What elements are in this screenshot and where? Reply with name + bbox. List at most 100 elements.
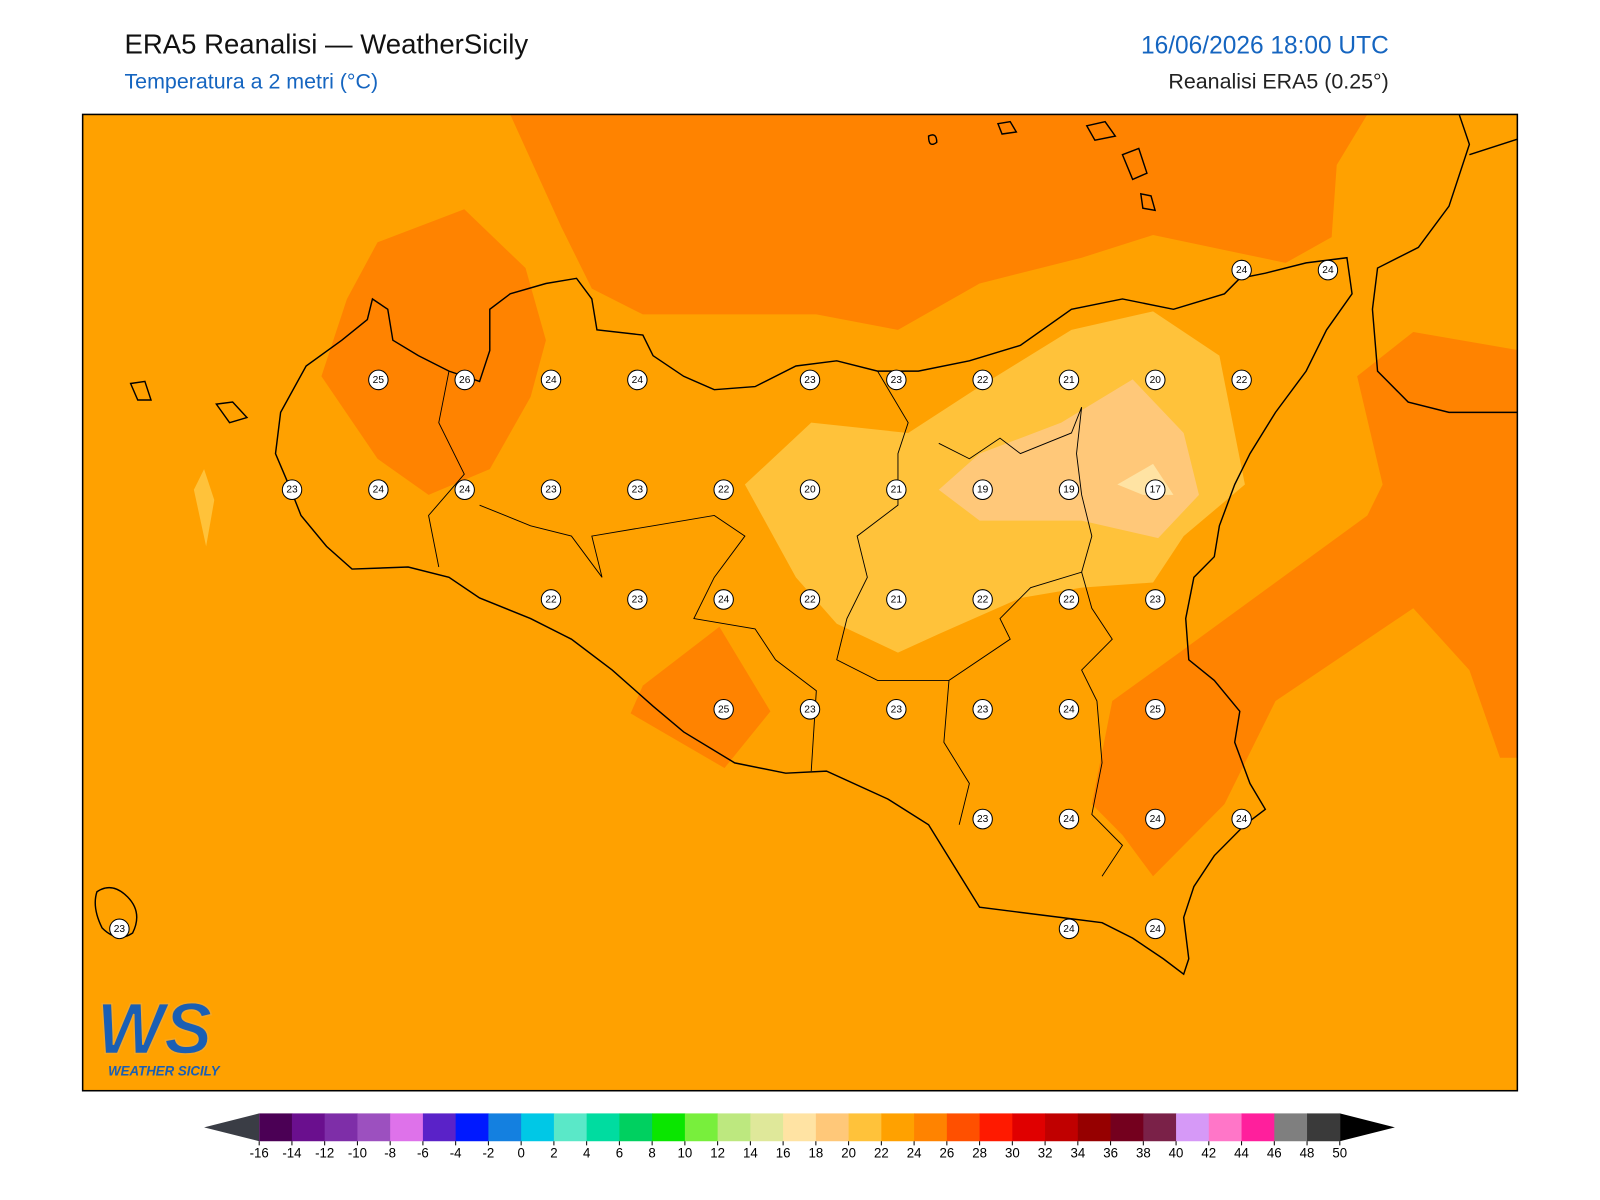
station-value: 23 xyxy=(977,814,989,825)
station-marker xyxy=(1058,589,1080,610)
station-marker xyxy=(713,698,734,720)
station-marker xyxy=(713,589,734,610)
colorbar-tick-label: 50 xyxy=(1332,1146,1347,1161)
colorbar-bin xyxy=(324,1113,358,1142)
station-marker xyxy=(627,479,648,500)
colorbar-bin xyxy=(619,1113,653,1142)
colorbar-bin xyxy=(914,1113,948,1142)
station-value: 21 xyxy=(891,485,903,496)
colorbar-bin xyxy=(1143,1113,1177,1142)
colorbar-tick-label: 18 xyxy=(808,1146,823,1161)
station-value: 24 xyxy=(1236,265,1248,276)
station-marker xyxy=(1145,479,1166,500)
station-marker xyxy=(799,698,821,720)
station-value: 26 xyxy=(459,375,471,386)
station-value: 24 xyxy=(1236,814,1248,825)
station-value: 21 xyxy=(1063,375,1075,386)
colorbar-bin xyxy=(1012,1113,1046,1142)
datetime: 16/06/2026 18:00 UTC xyxy=(1141,33,1389,60)
colorbar-bin xyxy=(783,1113,817,1142)
station-value: 24 xyxy=(1322,265,1334,276)
source: Reanalisi ERA5 (0.25°) xyxy=(1168,70,1388,94)
colorbar-tick-label: 12 xyxy=(710,1146,725,1161)
station-value: 20 xyxy=(1150,375,1162,386)
station-value: 23 xyxy=(1150,594,1162,605)
colorbar-tick-label: 44 xyxy=(1234,1146,1249,1161)
station-marker xyxy=(1231,369,1252,391)
colorbar-bin xyxy=(1208,1113,1243,1142)
colorbar-tick-label: 2 xyxy=(550,1146,557,1161)
station-value: 17 xyxy=(1150,485,1162,496)
station-marker xyxy=(1317,259,1339,281)
station-marker xyxy=(972,479,993,500)
colorbar-tick-label: 30 xyxy=(1005,1146,1020,1161)
station-marker xyxy=(972,369,993,391)
station-value: 24 xyxy=(459,485,471,496)
colorbar-bin xyxy=(946,1113,981,1142)
station-marker xyxy=(713,479,734,500)
colorbar-bin xyxy=(652,1113,686,1142)
temperature-field xyxy=(82,114,1518,1091)
colorbar-tick-label: -14 xyxy=(282,1146,302,1161)
station-value: 25 xyxy=(718,704,730,715)
station-marker xyxy=(1145,918,1166,940)
station-value: 23 xyxy=(891,704,903,715)
colorbar-bin xyxy=(521,1113,555,1142)
station-value: 23 xyxy=(804,704,816,715)
colorbar-tick-label: 26 xyxy=(939,1146,954,1161)
station-marker xyxy=(1145,698,1166,720)
station-value: 23 xyxy=(114,924,126,935)
station-marker xyxy=(109,918,130,940)
colorbar-tick-label: 20 xyxy=(841,1146,856,1161)
colorbar-bin xyxy=(1274,1113,1308,1142)
station-value: 22 xyxy=(977,375,989,386)
province-borders xyxy=(428,370,1124,877)
station-value: 21 xyxy=(891,594,903,605)
station-marker xyxy=(1058,698,1080,720)
station-marker xyxy=(1145,589,1166,610)
logo-name: WEATHER SICILY xyxy=(108,1063,221,1078)
station-marker xyxy=(1058,369,1080,391)
station-marker xyxy=(540,589,562,610)
subtitle: Temperatura a 2 metri (°C) xyxy=(124,70,378,94)
map-frame xyxy=(81,113,1519,1092)
station-marker xyxy=(799,479,821,500)
colorbar-over xyxy=(1339,1113,1395,1142)
station-value: 24 xyxy=(1063,924,1075,935)
station-value: 23 xyxy=(804,375,816,386)
colorbar-tick-label: -6 xyxy=(417,1146,429,1161)
station-value: 22 xyxy=(718,485,730,496)
colorbar-tick-label: 6 xyxy=(616,1146,623,1161)
colorbar-tick-label: 42 xyxy=(1201,1146,1216,1161)
station-marker xyxy=(886,369,907,391)
colorbar-bin xyxy=(684,1113,719,1142)
colorbar-tick-label: -4 xyxy=(450,1146,462,1161)
colorbar-tick-label: -16 xyxy=(250,1146,269,1161)
station-value: 22 xyxy=(1236,375,1248,386)
station-value: 22 xyxy=(545,594,557,605)
station-value: 22 xyxy=(977,594,989,605)
colorbar-bin xyxy=(717,1113,751,1142)
colorbar-bin xyxy=(291,1113,326,1142)
colorbar-bin xyxy=(586,1113,620,1142)
station-value: 23 xyxy=(632,485,644,496)
colorbar-bin xyxy=(553,1113,588,1142)
station-value: 23 xyxy=(891,375,903,386)
station-value: 25 xyxy=(1150,704,1162,715)
station-value: 20 xyxy=(804,485,816,496)
colorbar-bin xyxy=(979,1113,1013,1142)
colorbar-tick-label: 48 xyxy=(1300,1146,1315,1161)
station-marker xyxy=(627,589,648,610)
station-value: 19 xyxy=(977,485,989,496)
station-value: 24 xyxy=(1150,814,1162,825)
station-value: 23 xyxy=(286,485,298,496)
station-marker xyxy=(1231,259,1252,281)
colorbar-bin xyxy=(1077,1113,1112,1142)
colorbar-bin xyxy=(390,1113,424,1142)
station-value: 24 xyxy=(1063,704,1075,715)
station-marker xyxy=(627,369,648,391)
station-value: 24 xyxy=(545,375,557,386)
colorbar-under xyxy=(204,1113,260,1142)
title: ERA5 Reanalisi — WeatherSicily xyxy=(124,28,528,59)
